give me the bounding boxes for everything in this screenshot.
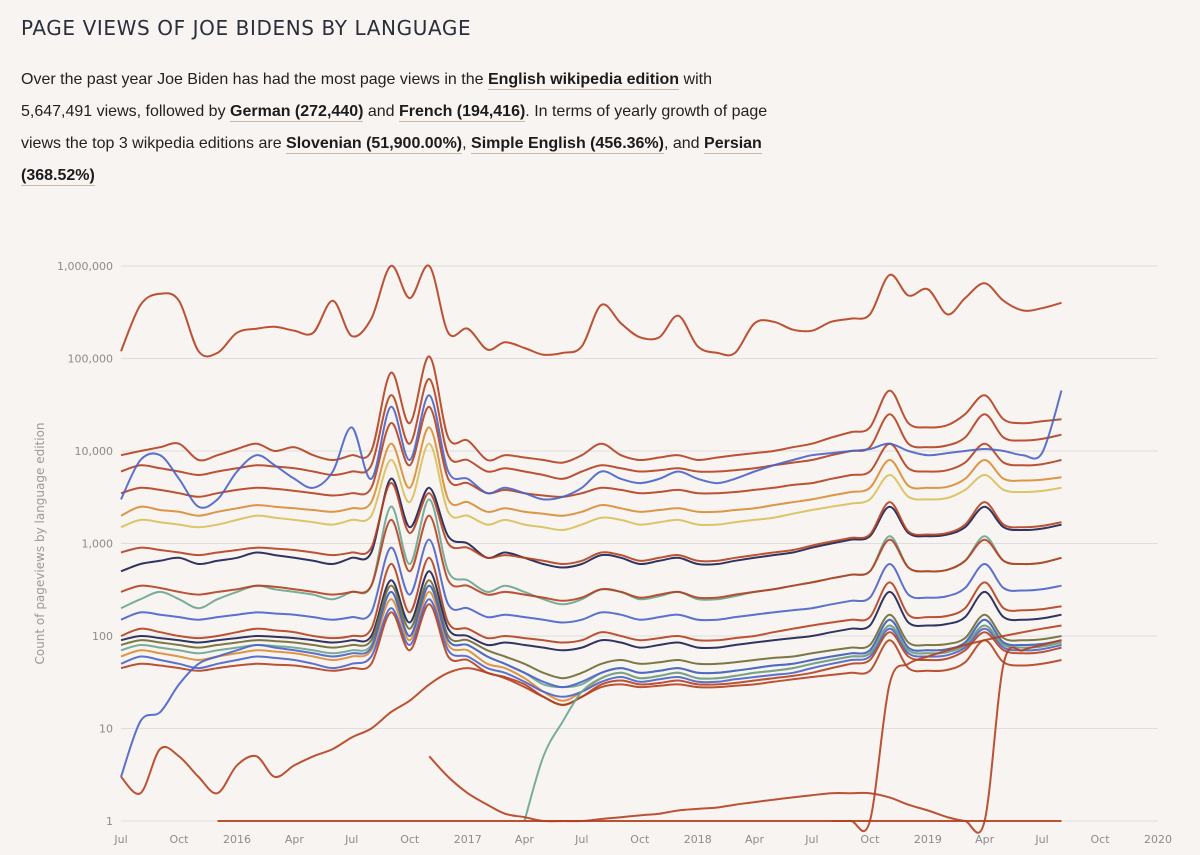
y-tick-label: 1,000,000	[57, 260, 113, 273]
summary-text: Over the past year Joe Biden has had the…	[21, 71, 488, 88]
y-axis-tick-labels: 1 10 100 1,000 10,000 100,000 1,000,000	[57, 260, 113, 828]
x-tick-label: 2019	[914, 833, 942, 846]
x-tick-label: Oct	[1090, 833, 1110, 846]
series-line	[120, 390, 1063, 509]
y-tick-label: 1	[106, 815, 113, 828]
series-line	[120, 639, 1062, 795]
series-line	[120, 579, 1062, 680]
x-axis-tick-labels: Jul Oct 2016 Apr Jul Oct 2017 Apr Jul Oct 2018 Apr J…	[113, 833, 1172, 846]
series-line	[120, 598, 1062, 698]
x-tick-label: Jul	[344, 833, 358, 846]
page-title: PAGE VIEWS OF JOE BIDENS BY LANGUAGE	[21, 16, 472, 40]
y-tick-label: 1,000	[82, 538, 114, 551]
x-tick-label: 2020	[1144, 833, 1172, 846]
series-line	[523, 624, 1062, 822]
highlight-persian: Persian (368.52%)	[21, 135, 762, 186]
x-tick-label: Oct	[630, 833, 650, 846]
series-line	[120, 514, 1062, 602]
x-tick-label: 2018	[684, 833, 712, 846]
series-line	[120, 405, 1062, 498]
series-line	[120, 264, 1062, 358]
y-tick-label: 10	[99, 723, 113, 736]
x-tick-label: Apr	[975, 833, 995, 846]
series-line	[120, 603, 1062, 706]
x-tick-label: Apr	[745, 833, 765, 846]
x-tick-label: Jul	[804, 833, 818, 846]
x-tick-label: Jul	[1034, 833, 1048, 846]
chart-grid	[121, 265, 1158, 822]
x-tick-label: Jul	[113, 833, 127, 846]
chart-series-lines	[120, 264, 1063, 834]
series-line	[120, 355, 1062, 464]
summary-text: ,	[462, 135, 472, 152]
series-line	[120, 426, 1062, 517]
x-tick-label: 2017	[454, 833, 482, 846]
x-tick-label: Oct	[860, 833, 880, 846]
x-tick-label: Apr	[285, 833, 305, 846]
series-line	[120, 477, 1062, 573]
summary-text: , and	[663, 135, 705, 152]
y-tick-label: 100,000	[68, 353, 114, 366]
x-tick-label: Jul	[574, 833, 588, 846]
series-line	[120, 538, 1062, 624]
x-tick-label: Oct	[400, 833, 420, 846]
series-line	[120, 570, 1062, 652]
x-tick-label: Apr	[515, 833, 535, 846]
series-line	[428, 639, 1062, 834]
series-line	[120, 584, 1062, 778]
series-line	[120, 482, 1062, 565]
series-line	[120, 556, 1062, 644]
highlight-simple-english: Simple English (456.36%)	[471, 135, 664, 154]
highlight-slovenian: Slovenian (51,900.00%)	[286, 135, 463, 154]
y-tick-label: 10,000	[75, 445, 114, 458]
y-axis-title: Count of pageviews by language edition	[33, 422, 47, 664]
x-tick-label: Oct	[169, 833, 189, 846]
pageviews-line-chart: 1 10 100 1,000 10,000 100,000 1,000,000 Jul Oct…	[33, 260, 1172, 846]
series-line	[120, 442, 1062, 532]
summary-paragraph: Over the past year Joe Biden has had the…	[21, 64, 781, 192]
highlight-french: French (194,416)	[399, 103, 526, 122]
series-line	[120, 377, 1062, 480]
highlight-english: English wikipedia edition	[487, 71, 680, 90]
highlight-german: German (272,440)	[230, 103, 364, 122]
summary-text: with 5,647,491 views, followed by	[21, 71, 712, 120]
x-tick-label: 2016	[223, 833, 251, 846]
summary-text: . In terms of yearly growth of page view…	[21, 103, 768, 152]
y-tick-label: 100	[92, 630, 113, 643]
series-line	[831, 624, 1062, 833]
summary-text: and	[363, 103, 400, 120]
